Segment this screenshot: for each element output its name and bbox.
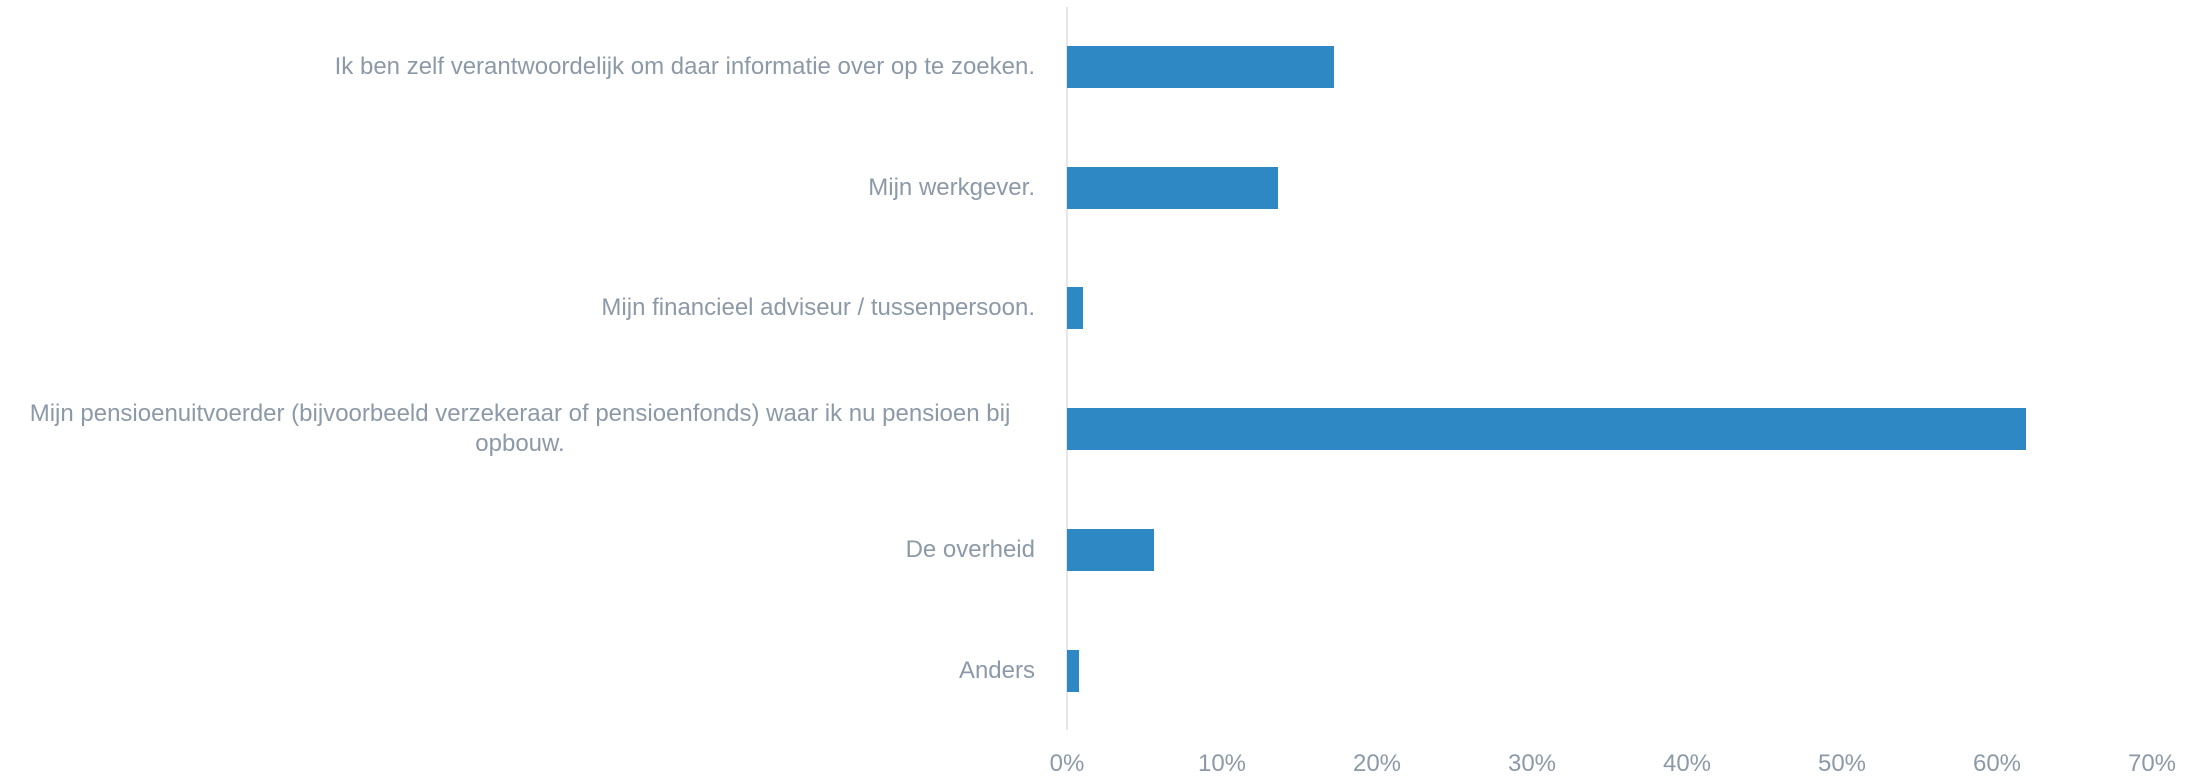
bar bbox=[1067, 408, 2027, 451]
bar bbox=[1067, 528, 1154, 571]
x-tick-label: 20% bbox=[1352, 750, 1402, 777]
x-tick-label: 30% bbox=[1507, 750, 1557, 777]
bar bbox=[1067, 649, 1080, 692]
x-tick-label: 0% bbox=[1049, 750, 1085, 777]
category-label-row: Anders bbox=[0, 631, 1035, 711]
x-tick-label: 10% bbox=[1197, 750, 1247, 777]
x-tick-label: 50% bbox=[1817, 750, 1867, 777]
bar bbox=[1067, 46, 1334, 88]
category-label-row: Ik ben zelf verantwoordelijk om daar inf… bbox=[0, 27, 1035, 107]
bar bbox=[1067, 166, 1278, 209]
bar bbox=[1067, 287, 1083, 330]
category-label: Mijn financieel adviseur / tussenpersoon… bbox=[601, 294, 1035, 322]
category-label: De overheid bbox=[905, 535, 1035, 563]
category-label-row: Mijn financieel adviseur / tussenpersoon… bbox=[0, 268, 1035, 348]
category-label: Anders bbox=[958, 656, 1035, 684]
category-label-row: Mijn pensioenuitvoerder (bijvoorbeeld ve… bbox=[0, 389, 1035, 469]
axis-line bbox=[1066, 7, 1068, 730]
category-label-row: De overheid bbox=[0, 510, 1035, 590]
category-label-row: Mijn werkgever. bbox=[0, 148, 1035, 228]
x-tick-label: 40% bbox=[1662, 750, 1712, 777]
category-label: Mijn pensioenuitvoerder (bijvoorbeeld ve… bbox=[29, 400, 1011, 458]
x-tick-label: 60% bbox=[1972, 750, 2022, 777]
x-tick-label: 70% bbox=[2127, 750, 2177, 777]
category-label: Mijn werkgever. bbox=[868, 173, 1035, 201]
category-label: Ik ben zelf verantwoordelijk om daar inf… bbox=[334, 53, 1035, 80]
